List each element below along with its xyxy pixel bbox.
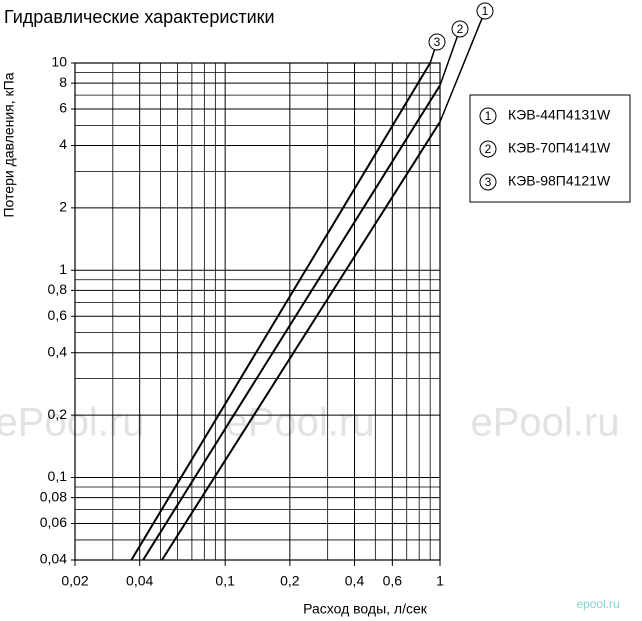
x-tick-label: 0,6 bbox=[383, 573, 403, 589]
y-tick-label: 0,4 bbox=[48, 343, 68, 359]
y-tick-label: 1 bbox=[59, 261, 67, 277]
legend-label: КЭВ-98П4121W bbox=[508, 173, 611, 189]
curve-label: 3 bbox=[434, 35, 441, 49]
curve-label-circle bbox=[476, 2, 494, 20]
y-tick-label: 0,8 bbox=[48, 281, 68, 297]
legend-box bbox=[469, 94, 631, 203]
legend-label: КЭВ-70П4141W bbox=[508, 140, 611, 156]
y-tick-label: 10 bbox=[51, 54, 67, 70]
y-tick-label: 0,06 bbox=[40, 514, 67, 530]
y-tick-label: 4 bbox=[59, 136, 67, 152]
legend-number: 1 bbox=[485, 109, 492, 123]
plot-frame bbox=[74, 62, 441, 561]
curve-label-circle bbox=[451, 20, 469, 38]
y-tick-label: 0,2 bbox=[48, 406, 68, 422]
series-line bbox=[142, 84, 441, 561]
curve-label: 1 bbox=[482, 4, 489, 18]
curve-label-circle bbox=[428, 33, 446, 51]
x-tick-label: 0,4 bbox=[345, 573, 365, 589]
y-tick-label: 0,1 bbox=[48, 468, 68, 484]
watermark: ePool.ru bbox=[226, 401, 375, 445]
chart-title: Гидравлические характеристики bbox=[4, 7, 275, 27]
legend-number: 3 bbox=[485, 175, 492, 189]
curve-label: 2 bbox=[457, 22, 464, 36]
legend-circle bbox=[479, 140, 497, 158]
x-axis-label: Расход воды, л/сек bbox=[303, 601, 428, 617]
y-tick-label: 2 bbox=[59, 199, 67, 215]
x-tick-label: 0,1 bbox=[215, 573, 235, 589]
leader-line bbox=[429, 49, 436, 64]
legend-label: КЭВ-44П4131W bbox=[508, 107, 611, 123]
watermark: epool.ru bbox=[576, 597, 619, 611]
legend-circle bbox=[479, 107, 497, 125]
y-tick-label: 0,08 bbox=[40, 488, 67, 504]
x-tick-label: 0,2 bbox=[280, 573, 300, 589]
y-tick-label: 6 bbox=[59, 100, 67, 116]
leader-line bbox=[439, 36, 459, 86]
legend-number: 2 bbox=[485, 142, 492, 156]
y-tick-label: 0,6 bbox=[48, 307, 68, 323]
series-line bbox=[161, 121, 441, 561]
legend-circle bbox=[479, 173, 497, 191]
x-tick-label: 0,02 bbox=[61, 573, 88, 589]
watermark: ePool.ru bbox=[471, 401, 620, 445]
x-tick-label: 1 bbox=[436, 573, 444, 589]
y-axis-label: Потери давления, кПа bbox=[1, 72, 17, 217]
leader-line bbox=[439, 18, 483, 123]
watermark: ePool.ru bbox=[0, 401, 144, 445]
y-tick-label: 0,04 bbox=[40, 551, 67, 567]
series-line bbox=[130, 62, 432, 561]
x-tick-label: 0,04 bbox=[126, 573, 153, 589]
y-tick-label: 8 bbox=[59, 74, 67, 90]
